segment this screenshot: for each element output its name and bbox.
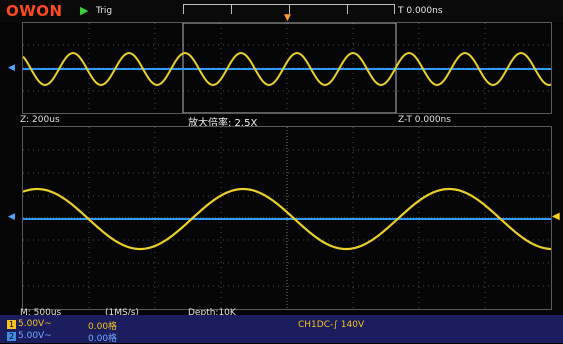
main-waveform-panel[interactable] [22,126,552,310]
play-triangle-icon: ▶ [80,4,89,17]
channel-status-bar: 1 5.00V~ 0.00格 2 5.00V~ 0.00格 CH1DC-∫ 14… [0,315,563,344]
trigger-status-label: Trig [96,6,113,16]
ch2-marker-upper: ◀ [8,63,15,73]
ch2-badge[interactable]: 2 [7,332,16,341]
memory-timeline[interactable] [183,4,395,19]
zoom-overview-panel[interactable] [22,22,552,114]
memory-depth-readout: Depth:10K [188,308,236,318]
ch1-badge[interactable]: 1 [7,320,16,329]
ch1-trace-main [23,187,551,251]
main-waveform-plot [23,127,551,309]
zoom-offset-readout: Z-T 0.000ns [398,115,451,125]
zoom-overview-plot [23,23,551,113]
trigger-setting-readout[interactable]: CH1DC-∫ 140V [298,320,365,330]
sample-rate-readout: (1MS/s) [105,308,139,318]
brand-logo: OWON [6,2,63,20]
trigger-level-marker[interactable]: ◀ [552,211,560,222]
time-position-readout: T 0.000ns [398,6,443,16]
top-status-bar: OWON ▶ Trig ▼ T 0.000ns [0,0,563,23]
zoom-magnification-readout: 放大倍率: 2.5X [188,118,258,129]
ch2-marker-lower: ◀ [8,212,15,222]
ch1-scale[interactable]: 5.00V~ [18,319,52,329]
ch2-offset: 0.00格 [88,334,118,344]
ch1-offset: 0.00格 [88,322,118,332]
ch1-trace-zoom [23,51,551,87]
zoom-timebase-readout: Z: 200us [20,115,60,125]
timeline-trigger-marker: ▼ [284,13,291,23]
main-timebase-readout: M: 500us [20,308,62,318]
ch2-scale[interactable]: 5.00V~ [18,331,52,341]
